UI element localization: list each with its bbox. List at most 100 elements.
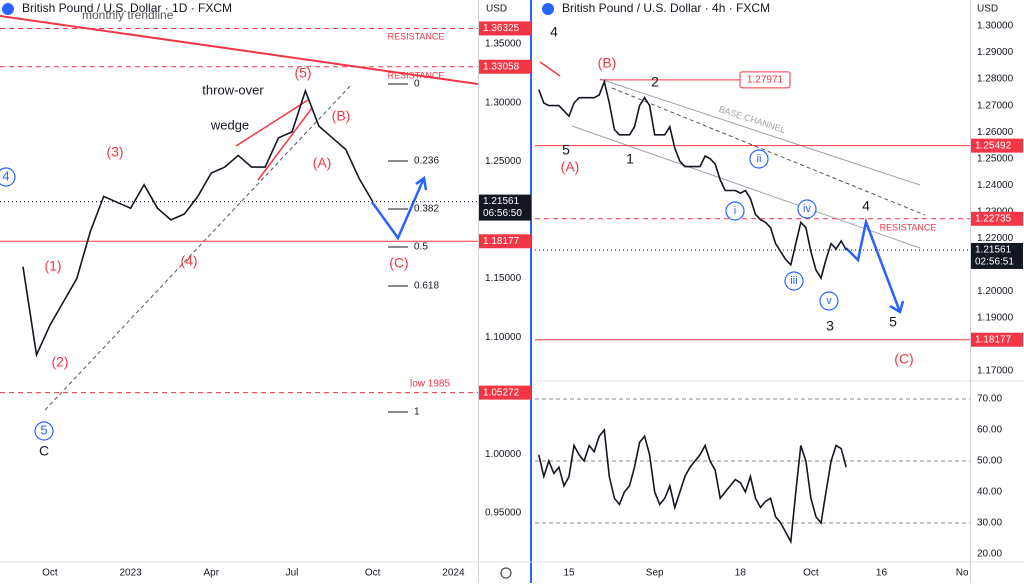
price-tag (479, 385, 531, 400)
price-tag-label: 1.33058 (483, 61, 520, 72)
y-tick-label: 30.00 (977, 518, 1002, 529)
y-tick-label: 70.00 (977, 394, 1002, 405)
chart-title: British Pound / U.S. Dollar · 1D · FXCM (22, 1, 232, 15)
base-channel-top (599, 78, 921, 186)
y-tick-label: 1.22000 (977, 233, 1014, 244)
wedge-line (257, 107, 313, 181)
annotation: 1 (626, 151, 634, 167)
x-tick-label: Oct (803, 568, 819, 579)
price-tag-label: 1.18177 (975, 334, 1012, 345)
annotation: 2 (651, 74, 659, 90)
x-tick-label: No (956, 568, 969, 579)
monthly-trendline (0, 15, 479, 85)
arrow-head (415, 175, 428, 191)
annotation: throw-over (202, 82, 264, 97)
y-tick-label: 1.25000 (977, 153, 1014, 164)
annotation: (C) (894, 351, 913, 367)
annotation: (C) (389, 255, 408, 271)
wave-circle (749, 149, 769, 169)
y-tick-label: 1.30000 (485, 97, 522, 108)
price-tag (479, 21, 531, 36)
price-box-label: 1.27971 (747, 74, 784, 85)
price-tag-time: 02:56:51 (975, 257, 1014, 268)
annotation: 5 (889, 314, 897, 330)
base-channel-bottom (571, 125, 921, 249)
support-trendline (44, 83, 353, 411)
wave-circle (819, 291, 839, 311)
annotation: 3 (826, 318, 834, 334)
axis-unit: USD (486, 4, 507, 15)
x-tick-label: Sep (646, 568, 664, 579)
price-line-series (538, 78, 847, 281)
annotation: (2) (51, 354, 68, 370)
y-tick-label: 1.24000 (977, 180, 1014, 191)
annotation: 4 (2, 168, 9, 183)
axis-unit: USD (977, 4, 998, 15)
price-line-series (538, 428, 847, 545)
y-tick-label: 1.30000 (977, 21, 1014, 32)
y-tick-label: 1.20000 (977, 286, 1014, 297)
annotation: monthly trendline (82, 8, 174, 22)
price-tag-time: 06:56:50 (483, 208, 522, 219)
annotation: iv (803, 203, 811, 215)
price-tag (479, 59, 531, 74)
annotation: (B) (332, 108, 351, 124)
y-tick-label: 1.27000 (977, 100, 1014, 111)
annotation: (A) (313, 155, 332, 171)
y-tick-label: 60.00 (977, 425, 1002, 436)
annotation: (A) (561, 159, 580, 175)
x-tick-label: Oct (365, 568, 381, 579)
fib-label: 0.236 (414, 156, 439, 167)
chart-title: British Pound / U.S. Dollar · 4h · FXCM (562, 1, 770, 15)
price-tag-label: 1.18177 (483, 236, 520, 247)
y-tick-label: 0.95000 (485, 508, 522, 519)
y-tick-label: 1.15000 (485, 273, 522, 284)
x-tick-label: 15 (563, 568, 575, 579)
symbol-icon (542, 3, 554, 15)
arrow-head (889, 300, 905, 314)
price-tag (971, 138, 1023, 153)
wedge-line (235, 99, 309, 147)
channel-mid (611, 87, 926, 216)
fib-label: 1 (414, 407, 420, 418)
wave-circle (797, 199, 817, 219)
y-tick-label: 40.00 (977, 487, 1002, 498)
price-tag (479, 234, 531, 249)
annotation: RESISTANCE (880, 222, 937, 232)
annotation: low 1985 (410, 379, 450, 390)
annotation: ii (757, 153, 762, 165)
y-tick-label: 1.28000 (977, 74, 1014, 85)
wave-circle (725, 201, 745, 221)
price-tag (971, 242, 1023, 269)
price-box (739, 71, 791, 89)
y-tick-label: 1.35000 (485, 39, 522, 50)
y-tick-label: 20.00 (977, 549, 1002, 560)
annotation: (5) (294, 65, 311, 81)
fib-label: 0.382 (414, 204, 439, 215)
x-tick-label: 2023 (119, 568, 142, 579)
x-tick-label: Oct (42, 568, 58, 579)
y-tick-label: 1.10000 (485, 332, 522, 343)
y-tick-label: 1.29000 (977, 47, 1014, 58)
annotation: 4 (550, 24, 558, 40)
x-tick-label: Apr (204, 568, 220, 579)
trend-stub (539, 61, 561, 77)
fib-label: 0.5 (414, 242, 428, 253)
price-tag (971, 211, 1023, 226)
y-tick-label: 50.00 (977, 456, 1002, 467)
price-tag-label: 1.22735 (975, 213, 1012, 224)
x-tick-label: 18 (735, 568, 747, 579)
settings-icon[interactable] (500, 567, 512, 579)
y-tick-label: 1.26000 (977, 127, 1014, 138)
wave-circle (34, 421, 54, 441)
wave-circle (784, 271, 804, 291)
price-tag (479, 194, 531, 221)
projection-arrow (845, 217, 902, 313)
price-tag-label: 1.05272 (483, 387, 520, 398)
annotation: 4 (862, 198, 870, 214)
annotation: v (826, 295, 832, 307)
annotation: i (734, 205, 736, 217)
price-line-series (22, 88, 374, 358)
price-tag-label: 1.21561 (975, 245, 1012, 256)
